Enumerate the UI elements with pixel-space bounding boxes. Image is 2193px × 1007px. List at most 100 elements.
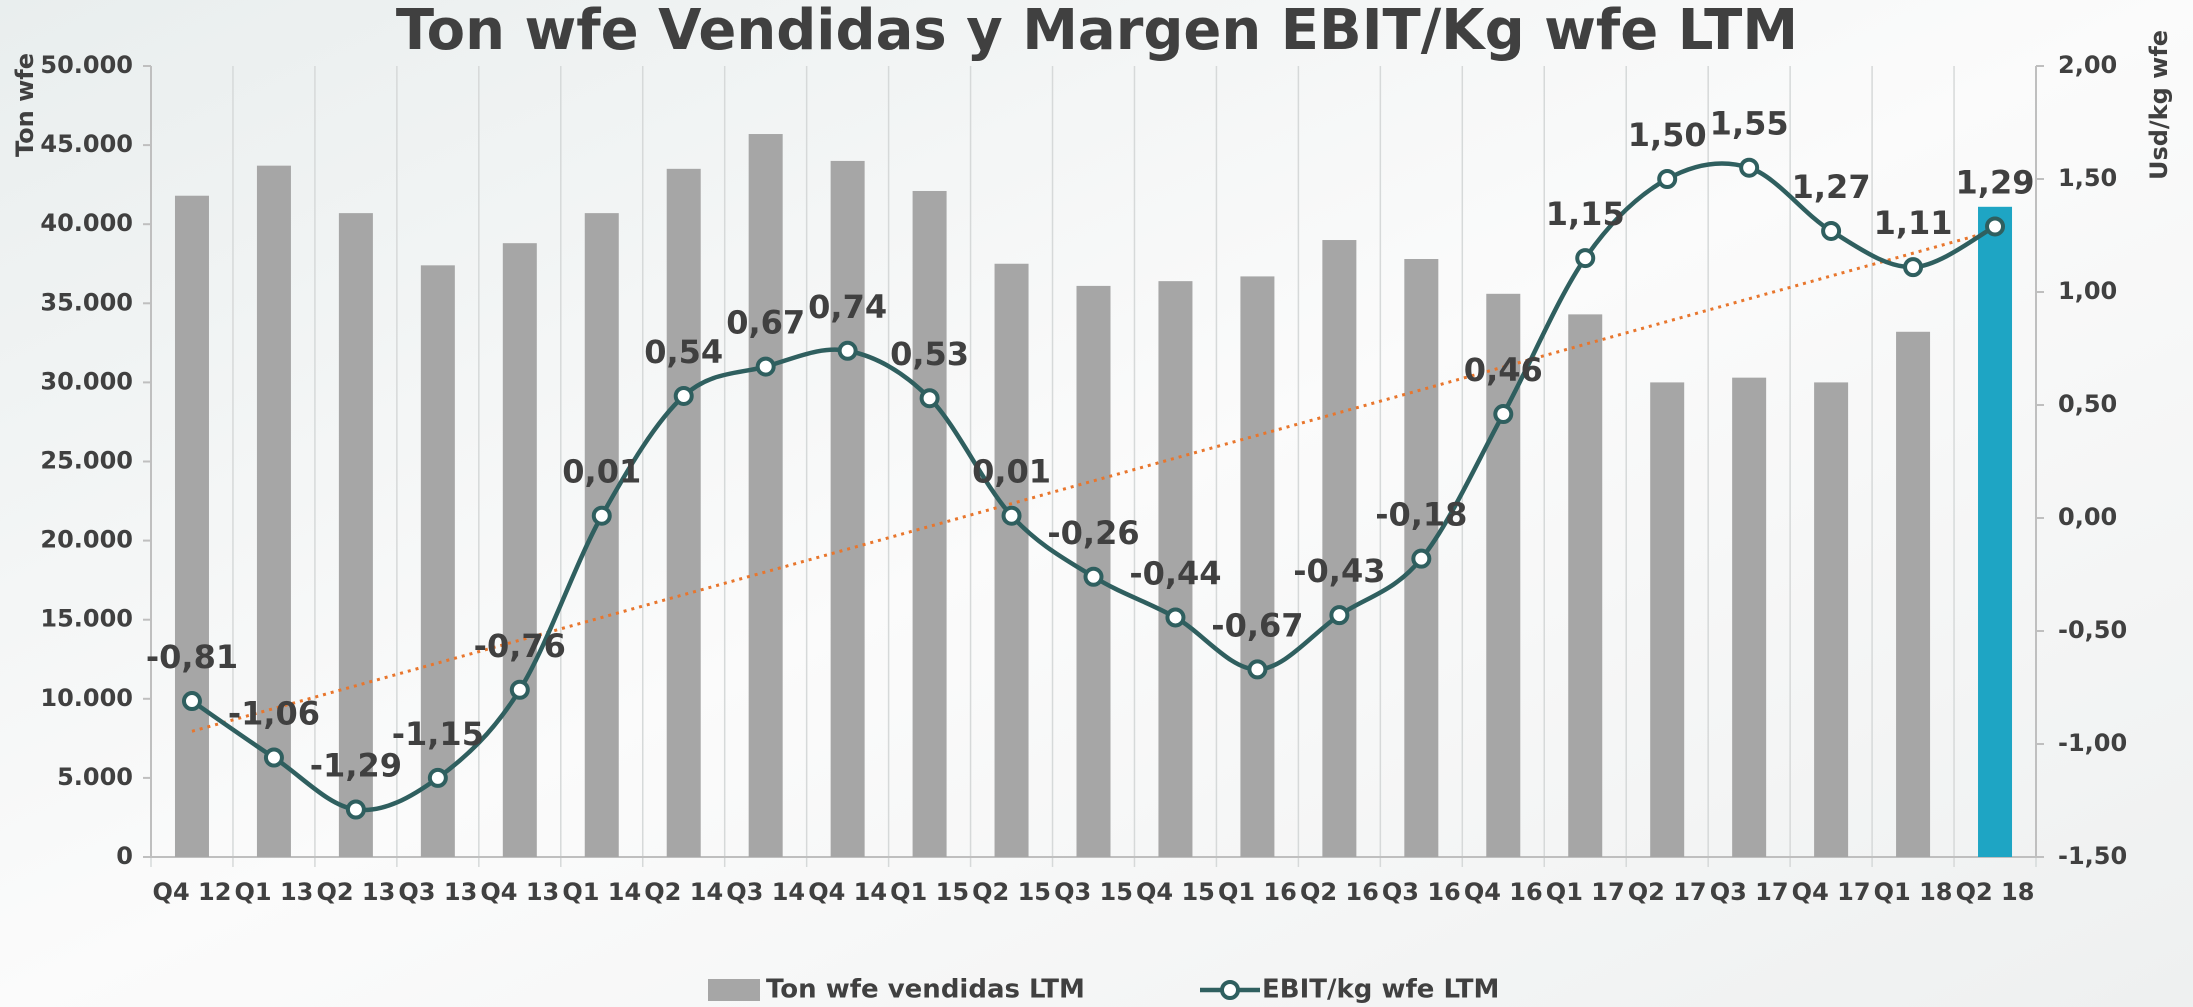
chart-title: Ton wfe Vendidas y Margen EBIT/Kg wfe LT… — [396, 0, 1798, 63]
line-marker — [509, 679, 530, 700]
bar — [1978, 206, 2013, 858]
data-label: -0,44 — [1129, 554, 1221, 592]
line-marker — [1493, 404, 1514, 425]
y2-tick-label: -1,50 — [2058, 842, 2127, 870]
x-tick-label: Q3 16 — [1382, 878, 1461, 906]
bar — [994, 263, 1029, 857]
y-tick-label: 5.000 — [57, 763, 133, 791]
line-marker — [427, 767, 448, 788]
x-tick-label: Q2 16 — [1300, 878, 1379, 906]
data-label: -0,67 — [1211, 606, 1303, 644]
data-label: 1,11 — [1874, 204, 1953, 242]
bar — [748, 134, 783, 857]
y2-tick-label: 2,00 — [2058, 51, 2117, 79]
x-tick-label: Q3 17 — [1710, 878, 1789, 906]
y2-tick-label: 0,00 — [2058, 503, 2117, 531]
x-tick-label: Q1 16 — [1218, 878, 1297, 906]
bar — [1896, 331, 1931, 857]
y-tick-label: 45.000 — [40, 130, 133, 158]
data-label: 1,27 — [1792, 168, 1871, 206]
line-marker — [837, 340, 858, 361]
x-tick-label: Q1 17 — [1546, 878, 1625, 906]
line-marker — [591, 505, 612, 526]
data-label: 1,50 — [1628, 116, 1707, 154]
line-marker — [1575, 248, 1596, 269]
y2-tick-label: -0,50 — [2058, 616, 2127, 644]
line-marker — [1903, 257, 1924, 278]
data-label: -0,43 — [1293, 552, 1385, 590]
x-tick-label: Q4 13 — [480, 878, 559, 906]
y2-tick-label: 1,50 — [2058, 164, 2117, 192]
data-label: 1,15 — [1546, 195, 1625, 233]
y-tick-label: 10.000 — [40, 684, 133, 712]
legend-marker — [1220, 980, 1240, 1000]
x-tick-label: Q4 12 — [153, 878, 232, 906]
bar — [502, 243, 537, 857]
x-tick-label: Q4 14 — [808, 878, 887, 906]
x-tick-label: Q2 14 — [644, 878, 723, 906]
legend-label: EBIT/kg wfe LTM — [1262, 975, 1499, 1005]
line-marker — [919, 388, 940, 409]
line-marker — [1165, 607, 1186, 628]
data-label: 0,53 — [890, 335, 969, 373]
x-tick-label: Q4 16 — [1464, 878, 1543, 906]
x-tick-label: Q1 15 — [890, 878, 969, 906]
y2-tick-label: 1,00 — [2058, 277, 2117, 305]
data-label: 1,55 — [1710, 105, 1789, 143]
y-tick-label: 50.000 — [40, 51, 133, 79]
data-label: 0,54 — [644, 333, 723, 371]
y-axis-title: Ton wfe — [11, 53, 39, 157]
x-tick-label: Q2 17 — [1628, 878, 1707, 906]
line-marker — [755, 356, 776, 377]
bar — [420, 265, 455, 857]
bar — [1814, 382, 1849, 857]
data-label: 0,74 — [808, 288, 887, 326]
x-tick-label: Q4 17 — [1792, 878, 1871, 906]
bar — [174, 195, 209, 857]
line-marker — [673, 385, 694, 406]
y2-tick-label: 0,50 — [2058, 390, 2117, 418]
x-tick-label: Q3 13 — [398, 878, 477, 906]
data-label: -0,76 — [474, 627, 566, 665]
x-tick-label: Q4 15 — [1136, 878, 1215, 906]
bar — [1322, 240, 1357, 857]
y-tick-label: 15.000 — [40, 605, 133, 633]
bar — [666, 168, 701, 857]
data-label: 0,67 — [726, 304, 805, 342]
line-marker — [1411, 548, 1432, 569]
bar — [1650, 382, 1685, 857]
x-tick-label: Q3 14 — [726, 878, 805, 906]
y2-axis-title: Usd/kg wfe — [2145, 30, 2173, 180]
line-marker — [1657, 169, 1678, 189]
data-label: 0,46 — [1464, 351, 1543, 389]
line-marker — [1329, 605, 1350, 626]
y-tick-label: 35.000 — [40, 288, 133, 316]
line-marker — [263, 747, 284, 768]
x-tick-label: Q1 18 — [1874, 878, 1953, 906]
line-marker — [1985, 216, 2006, 237]
bar — [1158, 281, 1193, 858]
bar — [1568, 314, 1603, 857]
line-marker — [1739, 157, 1760, 178]
x-tick-label: Q1 13 — [235, 878, 314, 906]
data-label: -1,06 — [228, 695, 320, 733]
data-label: 0,01 — [972, 453, 1051, 491]
data-label: 1,29 — [1956, 163, 2035, 201]
bar — [1732, 377, 1767, 857]
bar — [1240, 276, 1275, 857]
data-label: -0,18 — [1375, 496, 1467, 534]
line-marker — [1247, 659, 1268, 680]
legend-swatch — [708, 979, 760, 1001]
y2-tick-label: -1,00 — [2058, 729, 2127, 757]
line-marker — [1001, 505, 1022, 526]
x-tick-label: Q2 18 — [1956, 878, 2035, 906]
bar — [830, 160, 865, 858]
y-tick-label: 40.000 — [40, 209, 133, 237]
bar — [256, 165, 291, 857]
y-tick-label: 25.000 — [40, 447, 133, 475]
bar — [338, 213, 373, 858]
line-marker — [1083, 566, 1104, 587]
data-label: -1,15 — [392, 715, 484, 753]
